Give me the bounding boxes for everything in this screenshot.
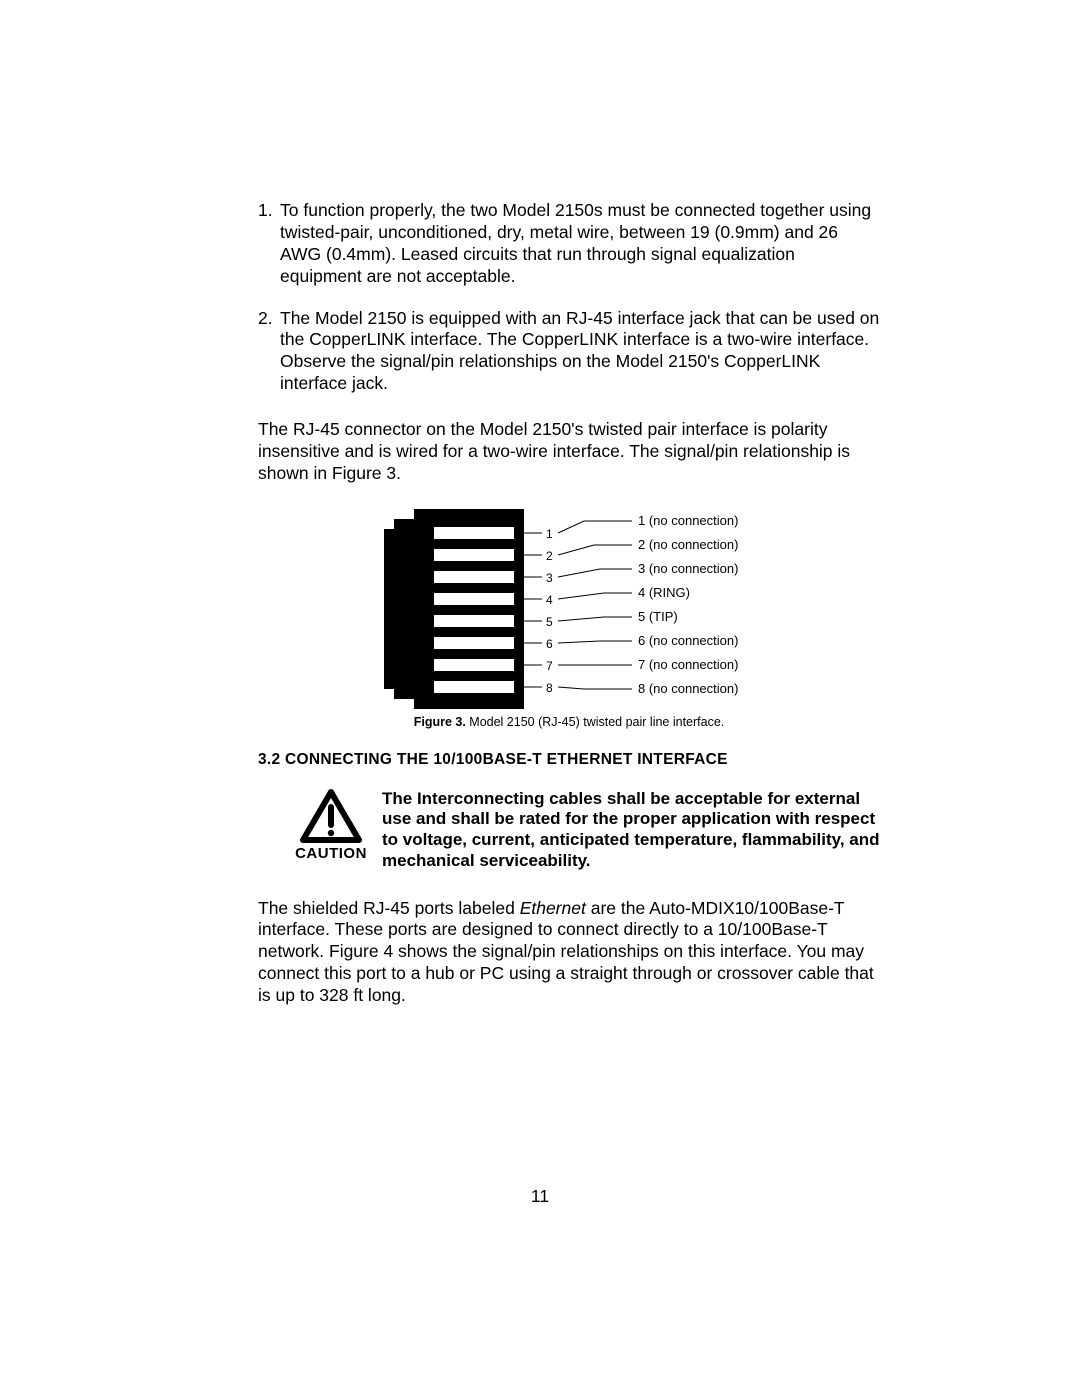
svg-text:3: 3 [546,571,553,585]
figure-caption-text: Model 2150 (RJ-45) twisted pair line int… [466,715,724,729]
list-item-text: To function properly, the two Model 2150… [280,200,880,288]
svg-text:2 (no connection): 2 (no connection) [638,537,738,552]
paragraph-connector: The RJ-45 connector on the Model 2150's … [258,419,880,485]
pin-leader-lines [524,533,542,687]
svg-text:4: 4 [546,593,553,607]
svg-text:7 (no connection): 7 (no connection) [638,657,738,672]
svg-text:8 (no connection): 8 (no connection) [638,681,738,696]
caution-text: The Interconnecting cables shall be acce… [382,789,880,872]
paragraph-ethernet-pre: The shielded RJ-45 ports labeled [258,898,520,918]
svg-text:3 (no connection): 3 (no connection) [638,561,738,576]
svg-text:2: 2 [546,549,553,563]
pin-labels: 1 (no connection) 2 (no connection) 3 (n… [638,513,738,696]
caution-triangle-icon [300,789,362,843]
pin-numbers: 1 2 3 4 5 6 7 8 [546,527,553,695]
rj45-pinout-diagram: 1 2 3 4 5 6 7 8 1 (no [384,509,754,709]
figure-caption: Figure 3. Model 2150 (RJ-45) twisted pai… [258,715,880,729]
svg-text:5: 5 [546,615,553,629]
list-item-number: 2. [258,308,280,396]
svg-text:1 (no connection): 1 (no connection) [638,513,738,528]
list-item: 2. The Model 2150 is equipped with an RJ… [258,308,880,396]
figure-caption-bold: Figure 3. [414,715,466,729]
page-number: 11 [0,1186,1080,1207]
caution-block: CAUTION The Interconnecting cables shall… [296,789,880,872]
svg-text:7: 7 [546,659,553,673]
svg-text:8: 8 [546,681,553,695]
list-item: 1. To function properly, the two Model 2… [258,200,880,288]
page: 1. To function properly, the two Model 2… [0,0,1080,1397]
paragraph-ethernet: The shielded RJ-45 ports labeled Etherne… [258,898,880,1007]
svg-text:5 (TIP): 5 (TIP) [638,609,678,624]
label-leader-lines [558,521,632,689]
section-heading: 3.2 CONNECTING THE 10/100BASE-T ETHERNET… [258,751,880,769]
caution-label: CAUTION [295,845,367,862]
list-item-number: 1. [258,200,280,288]
numbered-list: 1. To function properly, the two Model 2… [258,200,880,395]
svg-text:4 (RING): 4 (RING) [638,585,690,600]
caution-icon-column: CAUTION [296,789,366,862]
svg-text:1: 1 [546,527,553,541]
paragraph-ethernet-italic: Ethernet [520,898,586,918]
list-item-text: The Model 2150 is equipped with an RJ-45… [280,308,880,396]
svg-text:6: 6 [546,637,553,651]
svg-text:6 (no connection): 6 (no connection) [638,633,738,648]
figure-container: 1 2 3 4 5 6 7 8 1 (no [258,509,880,709]
